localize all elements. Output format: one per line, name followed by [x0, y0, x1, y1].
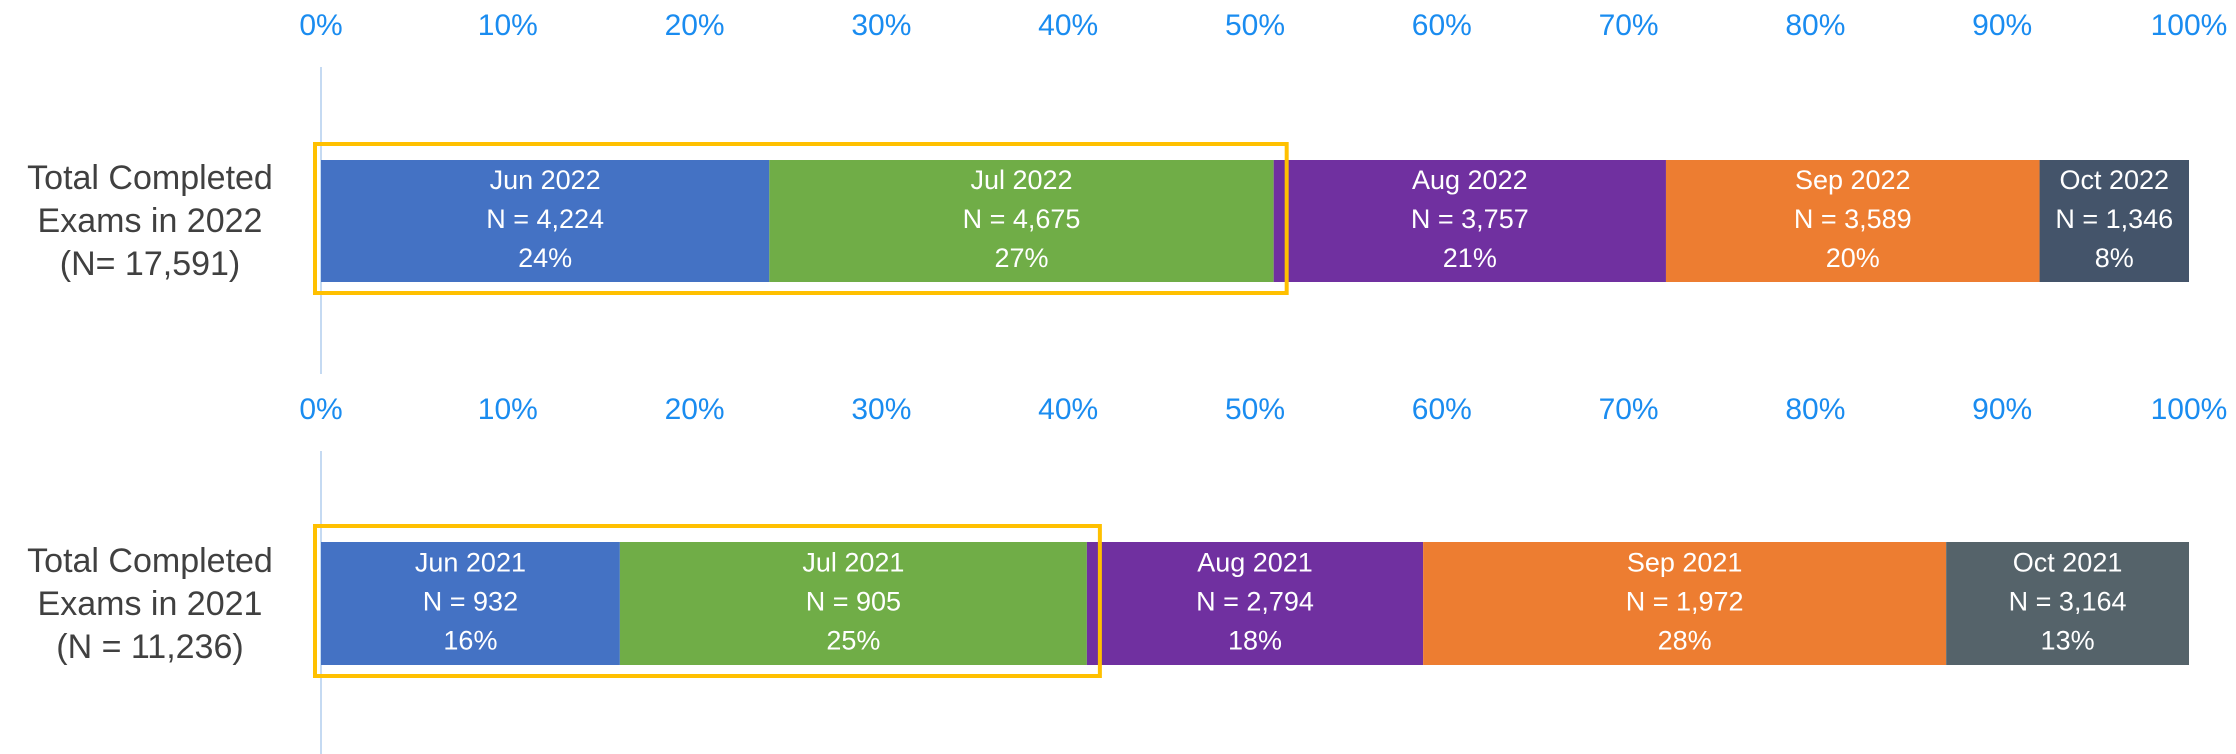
segment-count: N = 2,794	[1196, 587, 1314, 617]
data-label: 27%	[994, 243, 1048, 273]
data-label: 28%	[1658, 626, 1712, 656]
data-label: 16%	[443, 626, 497, 656]
x-tick-label: 60%	[1412, 9, 1472, 42]
x-tick-label: 80%	[1785, 9, 1845, 42]
segment-count: N = 4,224	[486, 204, 604, 234]
segment-name: Jun 2021	[415, 548, 526, 578]
x-tick-label: 30%	[851, 393, 911, 426]
category-label: Total Completed Exams in 2022 (N= 17,591…	[27, 159, 273, 283]
bar-segment	[321, 160, 770, 282]
data-label: 20%	[1826, 243, 1880, 273]
bar-segment	[321, 542, 620, 665]
x-tick-label: 90%	[1972, 9, 2032, 42]
x-tick-label: 100%	[2151, 9, 2228, 42]
segment-count: N = 905	[806, 587, 901, 617]
bar-segment	[1946, 542, 2189, 665]
x-tick-label: 20%	[665, 9, 725, 42]
x-tick-label: 80%	[1785, 393, 1845, 426]
segment-count: N = 932	[423, 587, 518, 617]
x-tick-label: 50%	[1225, 9, 1285, 42]
data-label: 24%	[518, 243, 572, 273]
bar-segment	[769, 160, 1274, 282]
segment-count: N = 3,164	[2009, 587, 2127, 617]
bar-segment	[1086, 542, 1424, 665]
segment-name: Jun 2022	[490, 165, 601, 195]
x-tick-label: 90%	[1972, 393, 2032, 426]
x-tick-label: 70%	[1599, 9, 1659, 42]
x-tick-label: 60%	[1412, 393, 1472, 426]
x-tick-label: 0%	[299, 393, 342, 426]
segment-name: Sep 2022	[1795, 165, 1911, 195]
bar-segment	[1665, 160, 2040, 282]
x-tick-label: 10%	[478, 393, 538, 426]
segment-name: Oct 2021	[2013, 548, 2123, 578]
segment-name: Oct 2022	[2059, 165, 2169, 195]
segment-count: N = 1,972	[1626, 587, 1744, 617]
highlight-box	[313, 524, 1102, 678]
data-label: 21%	[1443, 243, 1497, 273]
segment-count: N = 3,757	[1411, 204, 1529, 234]
segment-name: Jul 2021	[802, 548, 904, 578]
segment-name: Aug 2022	[1412, 165, 1528, 195]
data-label: 8%	[2095, 243, 2134, 273]
segment-count: N = 4,675	[963, 204, 1081, 234]
bar-segment	[2039, 160, 2189, 282]
x-tick-label: 40%	[1038, 393, 1098, 426]
category-label: Total Completed Exams in 2021 (N = 11,23…	[27, 541, 273, 666]
x-tick-label: 20%	[665, 393, 725, 426]
bar-segment	[619, 542, 1087, 665]
segment-count: N = 1,346	[2055, 204, 2173, 234]
segment-count: N = 3,589	[1794, 204, 1912, 234]
data-label: 13%	[2041, 626, 2095, 656]
x-tick-label: 50%	[1225, 393, 1285, 426]
data-label: 25%	[826, 626, 880, 656]
x-tick-label: 30%	[851, 9, 911, 42]
data-label: 18%	[1228, 626, 1282, 656]
bar-segment	[1273, 160, 1666, 282]
segment-name: Sep 2021	[1627, 548, 1743, 578]
x-tick-label: 0%	[299, 9, 342, 42]
x-tick-label: 10%	[478, 9, 538, 42]
segment-name: Aug 2021	[1197, 548, 1313, 578]
x-tick-label: 100%	[2151, 393, 2228, 426]
segment-name: Jul 2022	[970, 165, 1072, 195]
x-tick-label: 70%	[1599, 393, 1659, 426]
x-tick-label: 40%	[1038, 9, 1098, 42]
highlight-box	[313, 142, 1289, 295]
bar-segment	[1423, 542, 1947, 665]
